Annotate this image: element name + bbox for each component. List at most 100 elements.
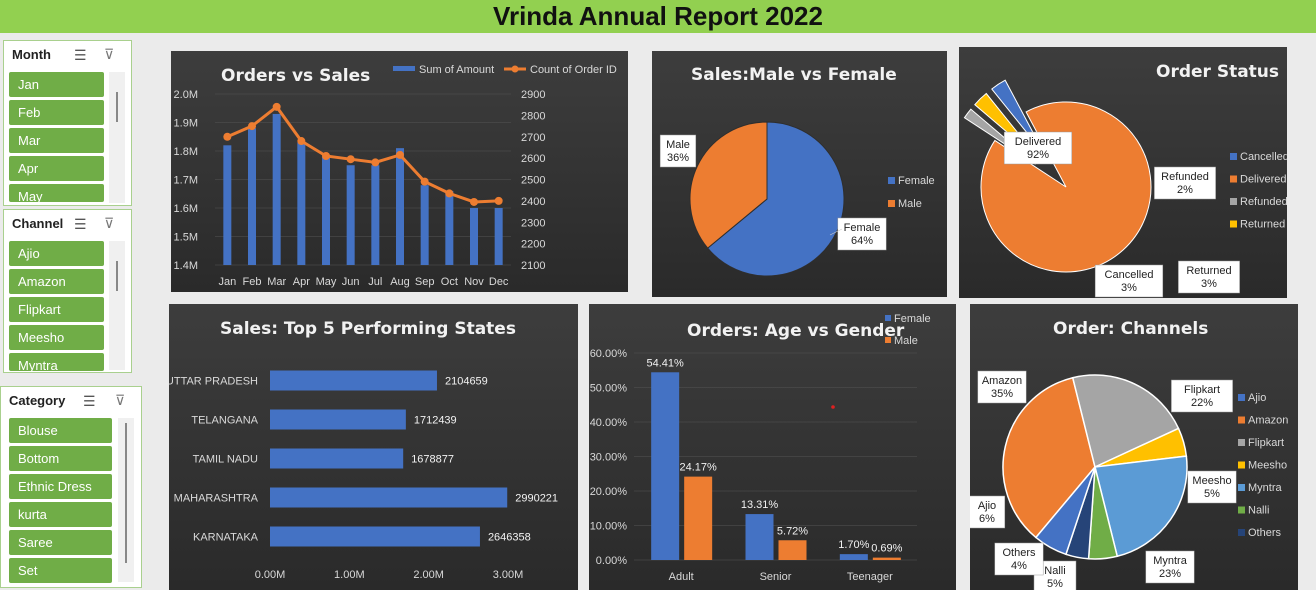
y-tick-label: 1.5M	[174, 232, 198, 244]
bar-dec	[494, 208, 503, 265]
bar-uttar-pradesh	[270, 370, 437, 391]
bar-feb	[248, 128, 256, 265]
data-label: 13.31%	[741, 499, 779, 511]
data-label-ajio-text: Ajio	[978, 500, 996, 512]
slicer-item-blouse[interactable]: Blouse	[9, 418, 112, 443]
y2-tick-label: 2900	[521, 89, 545, 101]
legend-label-sum-of-amount: Sum of Amount	[419, 64, 494, 76]
slicer-item-jan[interactable]: Jan	[9, 72, 104, 97]
x-tick-label: Apr	[293, 276, 310, 288]
legend-swatch-nalli	[1238, 506, 1245, 514]
data-label-others-box	[994, 542, 1044, 576]
legend-label-female: Female	[894, 313, 931, 325]
data-label: 0.69%	[871, 543, 902, 555]
slicer-item-kurta[interactable]: kurta	[9, 502, 112, 527]
slicer-category-header: Category ☰ ⊽	[1, 387, 141, 413]
slicer-item-bottom[interactable]: Bottom	[9, 446, 112, 471]
slice-ajio	[1034, 466, 1096, 556]
data-label-myntra-box	[1145, 550, 1195, 584]
slicer-item-mar[interactable]: Mar	[9, 128, 104, 153]
x-tick-label: Dec	[489, 276, 509, 288]
clear-filter-icon[interactable]: ⊽	[115, 392, 126, 408]
slicer-item-ajio[interactable]: Ajio	[9, 241, 104, 266]
data-label-maharashtra: 2990221	[515, 493, 558, 505]
slicer-item-myntra[interactable]: Myntra	[9, 353, 104, 371]
legend-label-flipkart: Flipkart	[1248, 437, 1284, 449]
point-may	[322, 151, 330, 160]
data-label-others-text: 4%	[1011, 560, 1027, 572]
slicer-month: Month ☰ ⊽ Jan Feb Mar Apr May	[3, 40, 132, 206]
slicer-item-meesho[interactable]: Meesho	[9, 325, 104, 350]
chart-title: Orders: Age vs Gender	[687, 321, 905, 341]
x-tick-label: 0.00M	[255, 569, 286, 581]
clear-filter-icon[interactable]: ⊽	[104, 215, 115, 231]
legend-swatch-sum-of-amount	[393, 66, 415, 71]
slicer-category-title: Category	[9, 393, 66, 408]
bar-senior-female	[745, 514, 774, 560]
bar-jun	[346, 165, 355, 265]
x-tick-label: Sep	[415, 276, 435, 288]
bar-adult-female	[651, 372, 680, 560]
data-label-telangana: 1712439	[414, 415, 457, 427]
point-oct	[445, 189, 454, 198]
slicer-month-header: Month ☰ ⊽	[4, 41, 131, 67]
legend-marker-count-of-order-id	[511, 65, 519, 73]
data-label-refunded-box	[1154, 166, 1216, 200]
bar-jul	[371, 165, 380, 265]
y2-tick-label: 2600	[521, 153, 545, 165]
legend-label-male: Male	[898, 198, 922, 210]
x-tick-label: 1.00M	[334, 569, 365, 581]
x-tick-label: Jun	[342, 276, 360, 288]
multi-select-icon[interactable]: ☰	[74, 216, 87, 232]
slicer-item-may[interactable]: May	[9, 184, 104, 202]
data-label-nalli-text: 5%	[1047, 578, 1063, 590]
legend-swatch-ajio	[1238, 394, 1245, 401]
point-nov	[470, 197, 478, 206]
slicer-item-flipkart[interactable]: Flipkart	[9, 297, 104, 322]
point-dec	[494, 196, 503, 205]
clear-filter-icon[interactable]: ⊽	[104, 46, 115, 62]
x-tick-label: Aug	[390, 276, 410, 288]
x-tick-label: Senior	[760, 571, 792, 583]
y-tick-label: 50.00%	[590, 383, 628, 395]
slicer-item-amazon[interactable]: Amazon	[9, 269, 104, 294]
chart-title: Order: Channels	[1053, 319, 1208, 339]
slicer-item-apr[interactable]: Apr	[9, 156, 104, 181]
data-label-amazon-text: 35%	[991, 388, 1013, 400]
y-tick-label: 1.7M	[174, 175, 198, 187]
data-label-cancelled-box	[1094, 264, 1164, 298]
leader-line	[829, 228, 843, 236]
legend-label-others: Others	[1248, 527, 1282, 539]
legend-swatch-male	[888, 200, 895, 207]
slice-flipkart	[1071, 374, 1180, 469]
y2-tick-label: 2700	[521, 132, 545, 144]
legend-label-delivered: Delivered	[1240, 174, 1286, 186]
data-label: 24.17%	[680, 462, 718, 474]
bar-nov	[470, 208, 478, 265]
bar-telangana	[270, 409, 406, 430]
multi-select-icon[interactable]: ☰	[83, 393, 96, 409]
point-jan	[223, 132, 232, 141]
slice-male	[689, 121, 768, 249]
slicer-category-scrollbar[interactable]	[118, 418, 134, 582]
slicer-month-scrollbar[interactable]	[109, 72, 125, 203]
stray-marker	[831, 405, 835, 409]
bar-mar	[272, 113, 281, 265]
bar-sep	[420, 185, 429, 265]
x-tick-label: Feb	[243, 276, 262, 288]
slicer-item-ethnic-dress[interactable]: Ethnic Dress	[9, 474, 112, 499]
data-label-returned-text: 3%	[1201, 278, 1217, 290]
data-label: 1.70%	[838, 539, 869, 551]
slicer-item-feb[interactable]: Feb	[9, 100, 104, 125]
slicer-category: Category ☰ ⊽ Blouse Bottom Ethnic Dress …	[0, 386, 142, 588]
slicer-item-saree[interactable]: Saree	[9, 530, 112, 555]
slicer-channel-scrollbar[interactable]	[109, 241, 125, 370]
legend-label-male: Male	[894, 335, 918, 347]
chart-title: Sales: Top 5 Performing States	[220, 319, 516, 339]
slicer-item-set[interactable]: Set	[9, 558, 112, 583]
multi-select-icon[interactable]: ☰	[74, 47, 87, 63]
legend-swatch-others	[1238, 529, 1245, 536]
y2-tick-label: 2500	[521, 175, 545, 187]
chart-sales-gender: Sales:Male vs Female Female 64% Male 36% Fema…	[652, 51, 947, 297]
x-tick-label: Adult	[669, 571, 694, 583]
